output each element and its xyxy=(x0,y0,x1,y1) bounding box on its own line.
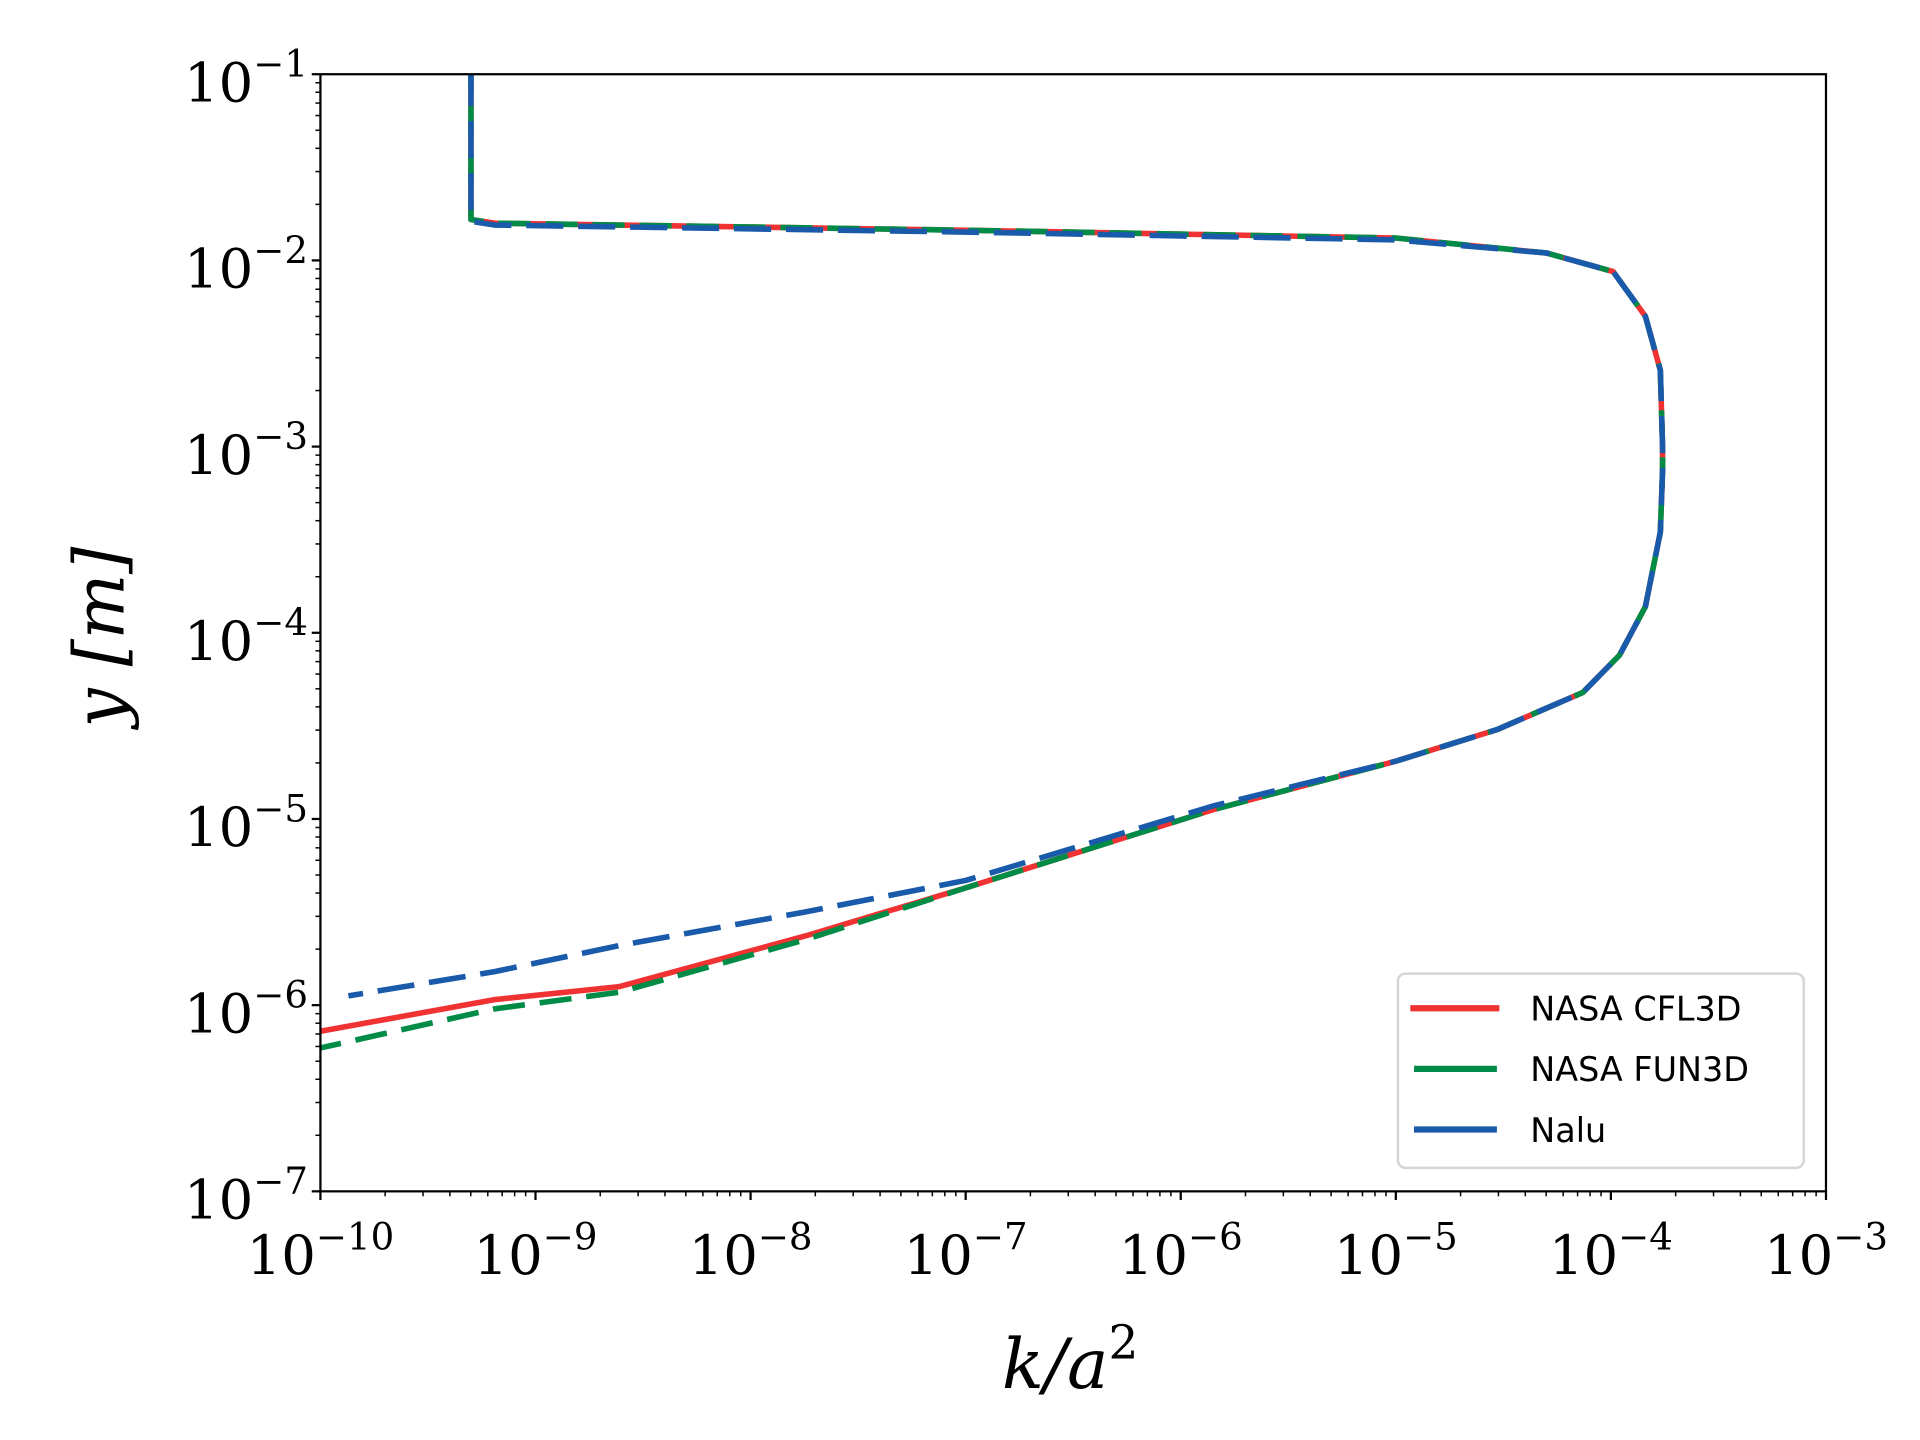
legend: NASA CFL3D NASA FUN3D Nalu xyxy=(1396,972,1805,1170)
x-tick-label: 10−5 xyxy=(1334,1215,1458,1287)
x-tick-label: 10−10 xyxy=(247,1215,395,1287)
y-axis-label: y [m] xyxy=(61,546,141,731)
series-line-nasa-cfl3d xyxy=(319,74,1666,1034)
y-tick-label: 10−3 xyxy=(184,415,308,487)
x-axis-label: k/a2 xyxy=(1002,1315,1139,1405)
x-tick-label: 10−7 xyxy=(904,1215,1028,1287)
x-tick-label: 10−9 xyxy=(474,1215,598,1287)
x-tick-label: 10−6 xyxy=(1119,1215,1243,1287)
y-tick-label: 10−1 xyxy=(184,43,308,115)
y-tick-label: 10−7 xyxy=(184,1160,308,1232)
legend-label-cfl3d: NASA CFL3D xyxy=(1530,990,1741,1029)
series-line-nasa-fun3d xyxy=(319,74,1666,1051)
plot-frame xyxy=(319,73,1828,1193)
x-tick-label: 10−3 xyxy=(1764,1215,1888,1287)
x-tick-label: 10−8 xyxy=(689,1215,813,1287)
legend-label-fun3d: NASA FUN3D xyxy=(1530,1050,1749,1089)
y-tick-label: 10−6 xyxy=(184,974,308,1046)
series-lines xyxy=(319,74,1666,1051)
y-tick-label: 10−5 xyxy=(184,787,308,859)
y-tick-label: 10−4 xyxy=(184,601,308,673)
legend-box xyxy=(1396,972,1805,1170)
series-line-nalu xyxy=(347,74,1666,999)
legend-label-nalu: Nalu xyxy=(1530,1111,1606,1150)
x-tick-label: 10−4 xyxy=(1549,1215,1673,1287)
y-tick-label: 10−2 xyxy=(184,229,308,301)
tick-labels: 10−10 10−9 10−8 10−7 10−6 10−5 10−4 10−3 10−7 10−… xyxy=(184,43,1888,1288)
